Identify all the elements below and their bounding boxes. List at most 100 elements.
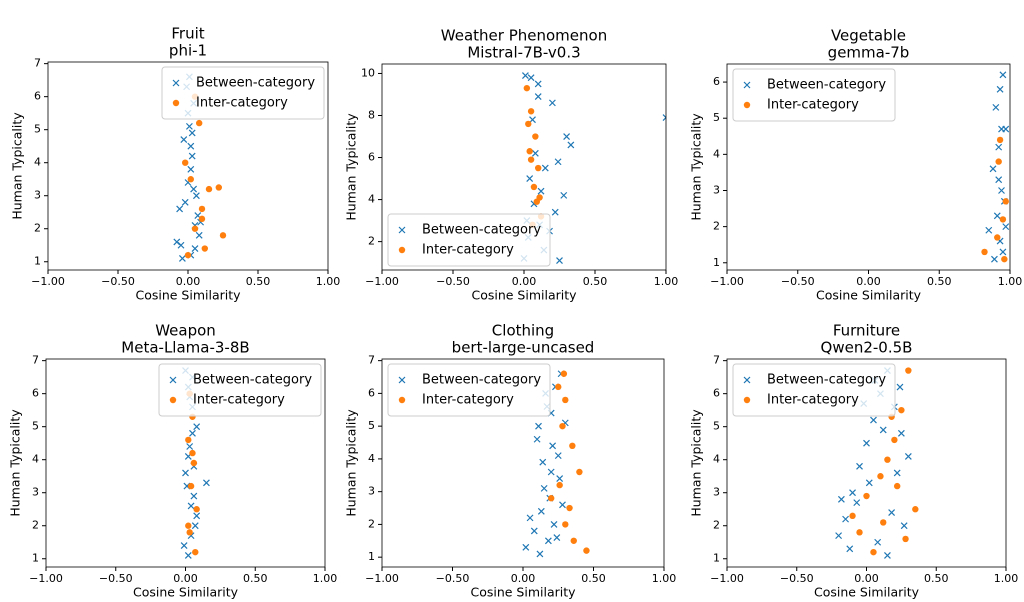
point [521, 72, 529, 79]
legend-label: Inter-category [767, 393, 859, 408]
point [993, 212, 1001, 220]
y-tick-label: 2 [368, 517, 375, 530]
point [991, 255, 998, 263]
legend-box [387, 363, 551, 417]
point [562, 521, 569, 528]
point [535, 164, 542, 172]
point [526, 148, 533, 155]
point [544, 537, 552, 545]
x-tick-label: 1.00 [998, 275, 1023, 288]
legend-marker [169, 376, 177, 384]
point [559, 501, 566, 509]
legend-marker [743, 101, 751, 109]
y-axis-label: Human Typicality [689, 113, 704, 221]
point [189, 449, 196, 457]
axes-frame [381, 358, 665, 568]
legend-label: Between-category [422, 223, 541, 238]
point [870, 548, 877, 556]
point [897, 429, 905, 437]
point [846, 545, 854, 553]
point [1001, 255, 1008, 263]
point [530, 527, 538, 535]
x-axis-label: Cosine Similarity [133, 585, 239, 600]
point [534, 80, 542, 88]
x-tick-label: 0.00 [854, 572, 879, 585]
point [863, 492, 870, 500]
point [1002, 223, 1010, 231]
x-tick-label: −0.50 [99, 572, 133, 585]
point [551, 208, 559, 216]
legend-marker [398, 376, 406, 384]
point [870, 416, 877, 424]
legend-box [732, 363, 896, 417]
point [178, 255, 186, 262]
legend-label: Inter-category [422, 393, 514, 408]
point [865, 479, 873, 487]
point [994, 234, 1001, 241]
point [560, 370, 568, 377]
x-tick-label: 0.00 [511, 572, 536, 585]
point [173, 238, 181, 246]
point [981, 248, 988, 256]
point [534, 93, 542, 101]
point [837, 495, 845, 503]
y-tick-label: 2 [713, 519, 720, 532]
y-tick-label: 5 [713, 420, 720, 433]
x-axis-label: Cosine Similarity [816, 288, 922, 303]
y-tick-label: 3 [34, 189, 41, 202]
point [856, 529, 863, 536]
x-tick-label: 0.50 [243, 572, 268, 585]
point [570, 537, 577, 544]
legend-marker [398, 396, 406, 404]
point [548, 495, 555, 502]
point [196, 119, 203, 127]
point [999, 248, 1007, 256]
legend-label: Between-category [193, 373, 312, 388]
y-tick-label: 7 [34, 57, 41, 70]
point [554, 158, 562, 166]
point [556, 481, 563, 489]
point [537, 507, 545, 515]
y-tick-label: 7 [713, 354, 720, 367]
y-axis-label: Human Typicality [344, 113, 359, 221]
subplot-title: Weather Phenomenon [441, 27, 607, 45]
point [205, 185, 213, 193]
point [191, 522, 199, 530]
point [193, 506, 200, 513]
point [562, 396, 569, 404]
point [884, 456, 891, 463]
point [180, 136, 188, 144]
x-axis-label: Cosine Similarity [471, 288, 577, 303]
subplot-subtitle: bert-large-uncased [452, 339, 595, 357]
point [559, 422, 566, 430]
legend-marker [743, 376, 751, 384]
point [842, 515, 849, 523]
point [995, 176, 1003, 184]
point [187, 176, 194, 183]
y-tick-label: 6 [34, 90, 41, 103]
y-tick-label: 4 [32, 453, 39, 466]
point [893, 469, 901, 477]
legend-marker [398, 226, 406, 234]
y-tick-label: 8 [368, 109, 375, 122]
axes-frame [47, 61, 329, 271]
point [188, 152, 196, 160]
point [995, 158, 1002, 165]
point [537, 187, 545, 195]
point [566, 504, 573, 512]
point [888, 509, 896, 516]
y-tick-label: 1 [713, 256, 720, 269]
legend-marker [398, 246, 406, 254]
x-tick-label: 0.50 [246, 275, 271, 288]
legend-label: Inter-category [767, 98, 859, 113]
point [995, 143, 1003, 151]
point [999, 216, 1007, 223]
point [996, 136, 1004, 144]
point [996, 85, 1004, 93]
subplot-title: Furniture [833, 322, 900, 340]
point [902, 535, 909, 543]
y-tick-label: 1 [32, 552, 39, 565]
x-tick-label: 0.00 [176, 275, 201, 288]
